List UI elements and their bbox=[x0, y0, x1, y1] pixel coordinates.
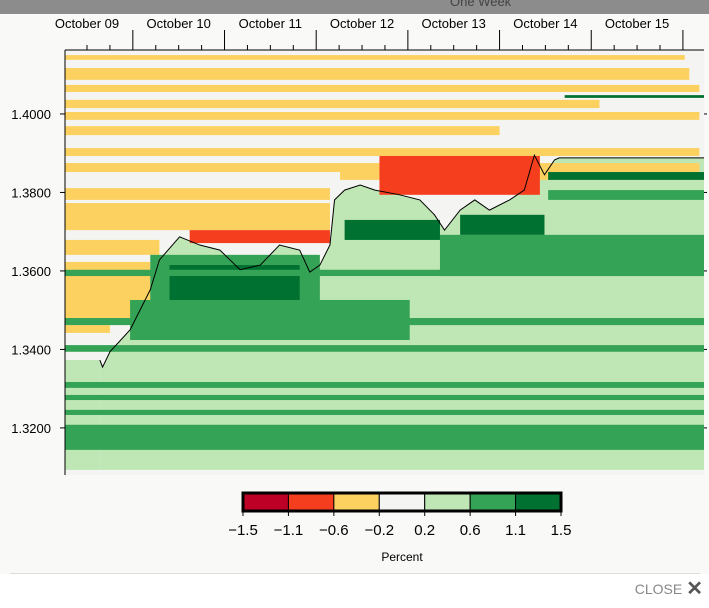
heatmap-cell bbox=[65, 203, 330, 231]
x-tick-label: October 10 bbox=[147, 16, 211, 31]
heatmap-cell bbox=[65, 112, 700, 120]
y-tick-label: 1.3800 bbox=[11, 185, 51, 200]
close-icon: ✕ bbox=[686, 578, 703, 600]
heatmap-cell bbox=[65, 394, 704, 401]
heatmap-cell bbox=[344, 219, 440, 240]
heatmap-cell bbox=[65, 99, 600, 109]
heatmap-cell bbox=[65, 239, 160, 255]
colorbar-swatch bbox=[333, 492, 380, 512]
colorbar-frame bbox=[241, 491, 563, 513]
colorbar-swatch bbox=[287, 492, 335, 512]
colorbar-tick-label: 1.1 bbox=[505, 522, 526, 539]
heatmap-cell bbox=[65, 381, 704, 388]
colorbar-tick-label: −1.1 bbox=[274, 522, 304, 539]
heatmap-cell bbox=[65, 325, 110, 333]
heatmap-cell bbox=[65, 269, 704, 277]
heatmap-cell bbox=[65, 318, 704, 326]
x-tick-label: October 14 bbox=[513, 16, 577, 31]
heatmap-cell bbox=[548, 190, 704, 200]
x-tick-label: October 11 bbox=[239, 16, 302, 31]
colorbar-tick-label: 1.5 bbox=[551, 522, 572, 539]
close-button[interactable]: CLOSE ✕ bbox=[634, 578, 703, 600]
heatmap-cell bbox=[189, 230, 330, 244]
heatmap-cell bbox=[379, 155, 540, 195]
heatmap-cell bbox=[460, 214, 545, 235]
heatmap-cell bbox=[65, 424, 704, 450]
top-toolbar: One Week bbox=[0, 0, 709, 14]
divider bbox=[10, 573, 700, 574]
heatmap-cell bbox=[65, 345, 704, 352]
x-tick-label: October 13 bbox=[422, 16, 486, 31]
x-tick-label: October 12 bbox=[330, 16, 394, 31]
colorbar-tick-label: −0.6 bbox=[319, 522, 349, 539]
y-tick-label: 1.4000 bbox=[11, 107, 51, 122]
colorbar-tick-label: 0.6 bbox=[460, 522, 481, 539]
heatmap-cell bbox=[439, 234, 704, 277]
heatmap-cell bbox=[564, 95, 704, 98]
x-tick-label: October 09 bbox=[55, 16, 119, 31]
heatmap-cell bbox=[65, 84, 700, 92]
close-label: CLOSE bbox=[634, 581, 683, 597]
heatmap-cell bbox=[65, 68, 690, 80]
colorbar-title: Percent bbox=[381, 550, 423, 564]
colorbar-tick-label: −1.5 bbox=[228, 522, 258, 539]
price-heatmap-chart: October 09 October 10 October 11 October 12… bbox=[0, 14, 709, 574]
y-tick-label: 1.3200 bbox=[11, 421, 51, 436]
heatmap-cell bbox=[65, 126, 500, 136]
colorbar-swatch bbox=[515, 492, 562, 512]
x-tick-label: October 15 bbox=[605, 16, 669, 31]
range-one-week-option[interactable]: One Week bbox=[450, 0, 512, 9]
heatmap-cell bbox=[65, 148, 700, 156]
heatmap-cell bbox=[65, 409, 704, 415]
colorbar-swatch bbox=[424, 492, 471, 512]
heatmap-cell bbox=[65, 188, 330, 200]
colorbar-swatch bbox=[242, 492, 289, 512]
colorbar-tick-label: −0.2 bbox=[364, 522, 394, 539]
colorbar-swatch bbox=[378, 492, 426, 512]
heatmap-cell bbox=[65, 163, 341, 173]
y-tick-label: 1.3400 bbox=[11, 342, 51, 357]
price-line bbox=[99, 153, 704, 369]
heatmap-cell bbox=[548, 172, 704, 180]
y-tick-label: 1.3600 bbox=[11, 264, 51, 279]
colorbar-tick-label: 0.2 bbox=[414, 522, 435, 539]
heatmap-cell bbox=[65, 55, 685, 60]
colorbar-swatch bbox=[469, 492, 517, 512]
